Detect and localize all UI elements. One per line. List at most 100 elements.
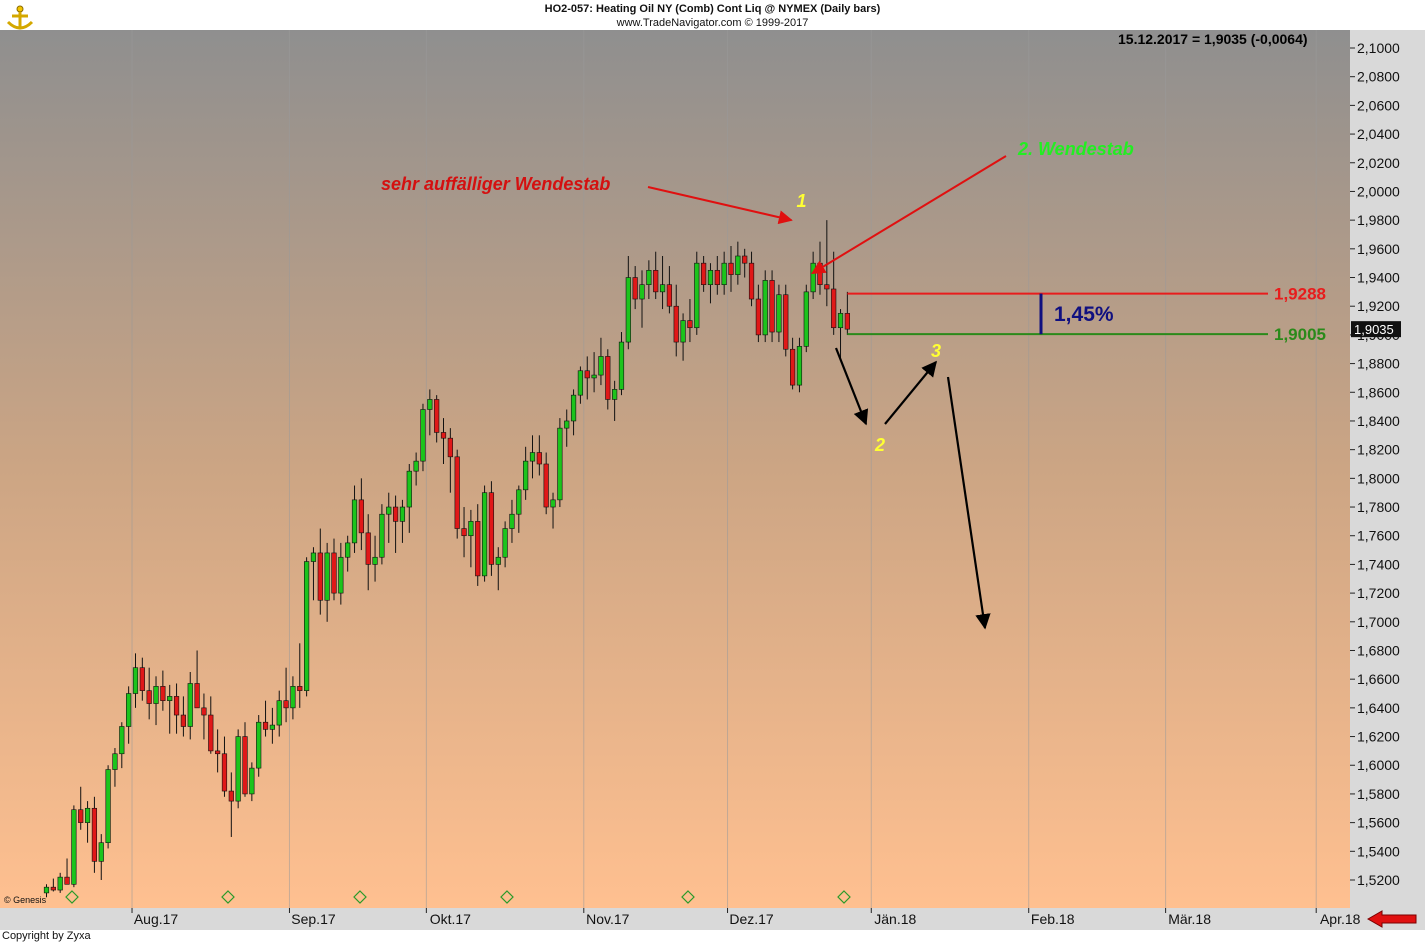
candle-body xyxy=(701,262,707,285)
candle-body xyxy=(454,456,460,529)
candle-body xyxy=(256,721,262,769)
candle xyxy=(194,650,200,709)
vertical-gridlines xyxy=(131,30,1317,908)
candle xyxy=(160,670,166,711)
candlesticks xyxy=(43,220,850,898)
y-tick-label: 1,7600 xyxy=(1357,528,1400,544)
candle-body xyxy=(468,521,474,537)
candle xyxy=(564,409,570,447)
resistance-label: 1,9288 xyxy=(1274,285,1326,304)
candle-body xyxy=(221,753,228,792)
y-tick-label: 1,8800 xyxy=(1357,356,1400,372)
candle xyxy=(345,535,351,572)
candle-body xyxy=(420,409,426,462)
candle xyxy=(256,715,262,777)
last-quote: 15.12.2017 = 1,9035 (-0,0064) xyxy=(1118,31,1308,47)
candle-body xyxy=(461,528,467,537)
candle-body xyxy=(345,542,351,558)
price-tag-label: 1,9035 xyxy=(1354,322,1394,337)
candle-body xyxy=(194,683,200,709)
candle-body xyxy=(618,341,625,390)
y-tick-label: 1,5600 xyxy=(1357,815,1400,831)
y-tick-label: 1,9600 xyxy=(1357,241,1400,257)
y-tick-label: 2,1000 xyxy=(1357,40,1400,56)
candle-body xyxy=(427,399,433,410)
measure-label: 1,45% xyxy=(1054,303,1114,326)
candle-body xyxy=(796,346,803,386)
candle-body xyxy=(215,750,221,755)
annotation-main-reversal: sehr auffälliger Wendestab xyxy=(381,174,610,194)
y-tick-label: 2,0000 xyxy=(1357,183,1400,199)
candle xyxy=(406,464,412,533)
candle-body xyxy=(235,736,241,802)
candle xyxy=(173,683,180,734)
candle xyxy=(331,538,337,601)
y-tick-label: 1,7200 xyxy=(1357,585,1400,601)
candle-body xyxy=(50,886,56,891)
candle-body xyxy=(317,552,323,601)
candle xyxy=(276,690,282,737)
diamond-marker xyxy=(65,890,79,904)
arrow-main-reversal xyxy=(647,186,793,225)
candle-body xyxy=(577,370,584,396)
candle-body xyxy=(406,470,412,508)
y-tick-label: 1,6000 xyxy=(1357,757,1400,773)
candle xyxy=(694,251,700,335)
candle-body xyxy=(372,556,378,565)
candle-body xyxy=(324,552,330,601)
y-tick-label: 1,5200 xyxy=(1357,872,1400,888)
candle-body xyxy=(119,726,125,755)
candle xyxy=(365,514,371,591)
candle xyxy=(215,729,221,773)
candle xyxy=(557,418,563,508)
candle-body xyxy=(707,270,714,285)
candle-body xyxy=(666,284,672,307)
candle-body xyxy=(824,284,830,290)
plot-background xyxy=(0,30,1350,908)
candle xyxy=(653,251,659,300)
candle xyxy=(673,284,679,357)
candle xyxy=(481,485,488,582)
candle xyxy=(379,504,385,565)
candle-body xyxy=(557,427,563,501)
scroll-right-arrow-icon[interactable] xyxy=(1362,908,1422,935)
candle-body xyxy=(297,686,303,691)
candle-body xyxy=(180,714,187,727)
candle-body xyxy=(167,696,173,701)
price-levels: 1,9288 1,9005 1,45% 1,9035 xyxy=(847,285,1401,344)
y-tick-label: 1,6600 xyxy=(1357,671,1400,687)
candle-body xyxy=(126,693,132,727)
candle xyxy=(721,251,727,295)
candle xyxy=(84,801,91,843)
candle xyxy=(50,878,56,892)
candle xyxy=(351,485,358,553)
candle xyxy=(543,452,549,515)
candle xyxy=(297,643,303,708)
candle-body xyxy=(57,876,63,891)
path-arrow-down-1 xyxy=(834,347,869,426)
candle-body xyxy=(447,437,453,458)
candle xyxy=(570,389,577,436)
candle-body xyxy=(598,356,604,376)
chart-subtitle: www.TradeNavigator.com © 1999-2017 xyxy=(616,17,809,29)
candle xyxy=(269,707,275,744)
candle xyxy=(208,696,214,754)
candle-body xyxy=(146,690,152,704)
y-tick-label: 1,6400 xyxy=(1357,700,1400,716)
candle-body xyxy=(783,294,789,350)
candle-body xyxy=(632,277,638,300)
candle-body xyxy=(304,561,310,691)
candle-body xyxy=(475,521,481,577)
path-arrow-up xyxy=(884,360,937,425)
y-tick-label: 1,9400 xyxy=(1357,270,1400,286)
candle-body xyxy=(680,320,686,343)
candle xyxy=(790,337,796,390)
price-tag-box xyxy=(1351,321,1401,338)
candle-body xyxy=(817,262,823,285)
candle xyxy=(98,834,104,880)
candle xyxy=(43,884,50,898)
candle-body xyxy=(543,463,549,508)
candle xyxy=(659,256,666,310)
candle-body xyxy=(653,270,659,293)
